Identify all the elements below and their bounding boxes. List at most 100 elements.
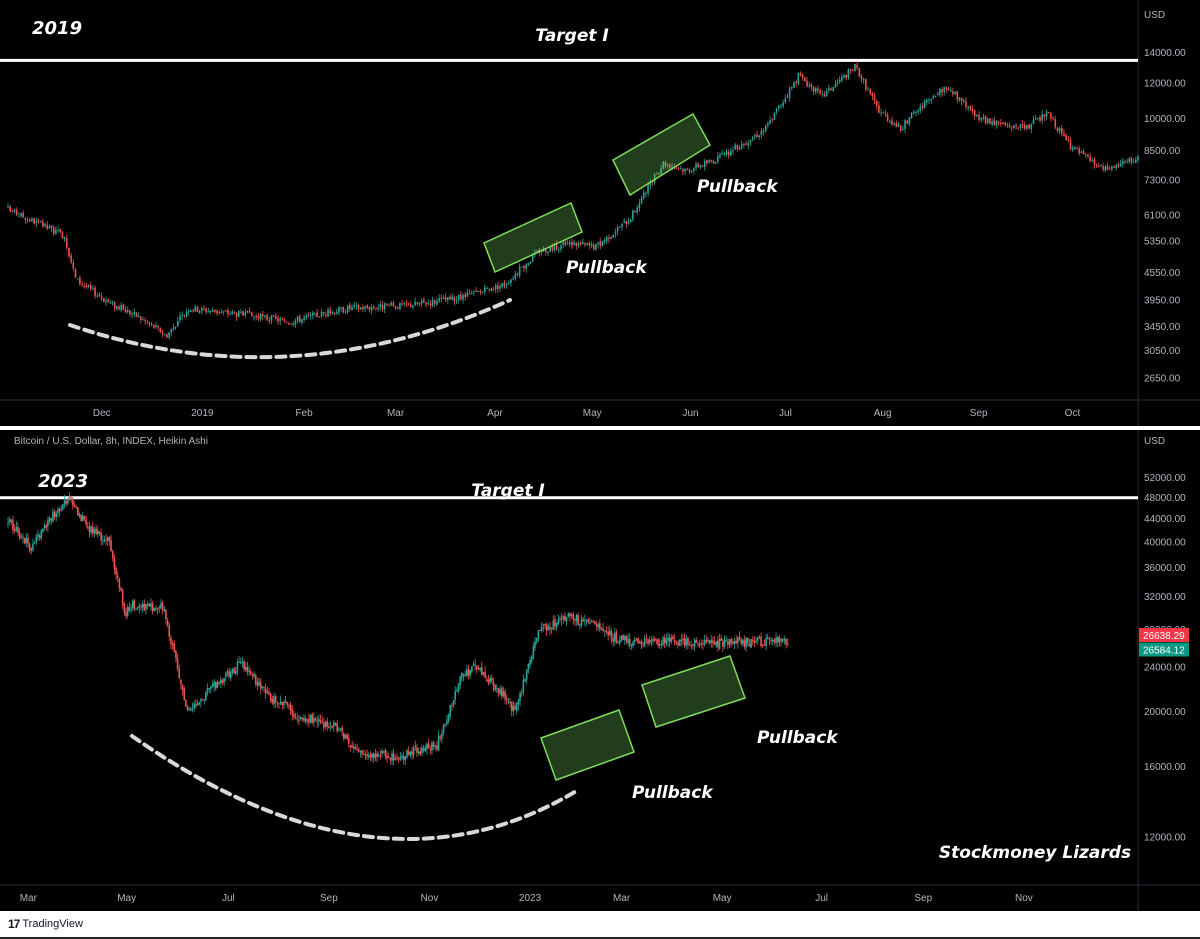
candle-body [882, 112, 885, 114]
candle-body [418, 302, 421, 304]
candle-body [356, 748, 358, 750]
candle-body [20, 213, 22, 216]
candle-body [812, 87, 815, 92]
candle-body [558, 249, 560, 251]
candle-body [540, 626, 543, 631]
candle-body [603, 240, 606, 242]
candle-body [610, 236, 612, 240]
candle-body [902, 128, 904, 130]
candle-body [1015, 125, 1017, 127]
candle-body [151, 603, 154, 612]
candle-body [72, 262, 75, 269]
candle-body [1041, 114, 1044, 121]
candle-body [524, 678, 526, 682]
candle-body [10, 519, 13, 522]
chart-2019-svg: USD 14000.00 12000.00 10000.00 8500.00 7300.0… [0, 0, 1200, 426]
candle-body [865, 79, 867, 90]
candle-body [226, 671, 229, 673]
candle-body [270, 315, 273, 321]
candle-body [129, 310, 131, 315]
price-label-text: 26584.12 [1143, 646, 1185, 657]
candle-body [304, 717, 307, 722]
candle-body [607, 631, 609, 636]
candle-body [364, 754, 367, 756]
candle-body [695, 640, 698, 643]
candle-body [1028, 124, 1030, 129]
candle-body [625, 635, 628, 642]
x-tick-label: 2019 [191, 408, 214, 419]
candle-body [668, 637, 671, 642]
y-tick-label: 5350.00 [1144, 236, 1181, 247]
candle-body [200, 307, 203, 312]
candle-body [529, 660, 531, 666]
candle-body [912, 111, 915, 113]
candle-body [98, 531, 101, 534]
candle-body [372, 753, 375, 758]
panel-year-title: 2019 [32, 18, 82, 39]
candle-body [351, 306, 353, 310]
candle-body [619, 226, 621, 228]
candle-body [921, 105, 924, 108]
candle-body [625, 220, 628, 225]
candle-body [1050, 113, 1052, 119]
tradingview-logo[interactable]: 17 TradingView [8, 917, 83, 931]
candle-body [762, 130, 765, 133]
x-tick-label: Mar [20, 893, 38, 904]
candle-body [716, 156, 719, 162]
y-tick-label: 20000.00 [1144, 707, 1186, 718]
candle-body [248, 311, 251, 313]
candle-body [610, 631, 613, 640]
candle-body [113, 557, 116, 569]
candle-body [727, 151, 730, 156]
candle-body [20, 537, 23, 539]
candle-body [693, 168, 695, 171]
candle-body [515, 702, 518, 711]
candle-body [804, 77, 806, 82]
candle-body [1111, 166, 1113, 169]
candle-body [181, 314, 183, 316]
candle-body [138, 605, 141, 608]
y-tick-label: 48000.00 [1144, 493, 1186, 504]
candle-body [873, 96, 876, 101]
candle-body [462, 673, 465, 676]
candle-body [322, 311, 325, 314]
candle-body [296, 718, 299, 720]
candle-body [90, 526, 92, 533]
candle-body [1032, 119, 1035, 124]
candle-body [666, 164, 669, 166]
tradingview-brand-text: TradingView [22, 918, 83, 930]
candle-body [298, 316, 301, 323]
candle-body [251, 312, 253, 316]
candle-body [477, 291, 480, 293]
candle-body [296, 317, 299, 321]
candle-body [738, 147, 741, 150]
candle-body [387, 756, 390, 759]
candle-body [908, 117, 911, 125]
candle-body [318, 718, 320, 722]
candle-body [155, 325, 157, 328]
candle-body [817, 88, 819, 91]
candle-body [1063, 133, 1065, 136]
candle-body [142, 319, 144, 321]
candle-body [203, 699, 205, 701]
candle-body [703, 161, 706, 167]
candle-body [623, 636, 626, 640]
candle-body [495, 687, 498, 689]
candle-body [166, 334, 168, 338]
candle-body [81, 284, 83, 286]
candle-body [24, 217, 27, 220]
candle-body [108, 536, 111, 542]
candle-body [172, 327, 175, 329]
candle-body [60, 510, 62, 512]
candle-body [357, 749, 360, 752]
candle-body [793, 82, 795, 88]
candle-body [662, 637, 664, 646]
candle-body [183, 688, 186, 700]
candle-body [971, 109, 974, 112]
candle-body [281, 317, 284, 319]
candle-body [545, 624, 548, 631]
candle-body [235, 312, 238, 317]
candle-body [602, 628, 604, 631]
y-tick-label: 44000.00 [1144, 514, 1186, 525]
candle-body [229, 672, 232, 678]
